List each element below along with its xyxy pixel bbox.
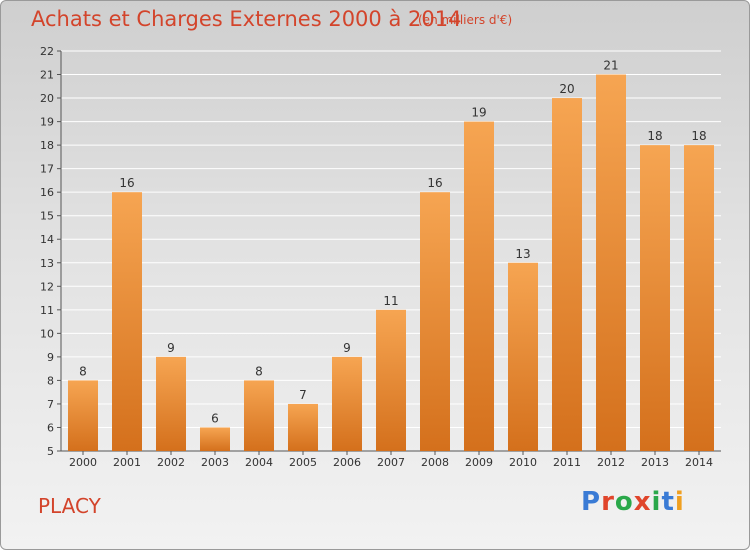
y-tick-label: 14: [40, 233, 54, 246]
bar-value-label: 11: [383, 294, 398, 308]
logo-letter: t: [661, 487, 675, 517]
x-tick-label: 2006: [333, 456, 361, 469]
bar: [332, 356, 362, 451]
x-tick-label: 2012: [597, 456, 625, 469]
x-tick-label: 2011: [553, 456, 581, 469]
bar-value-label: 16: [427, 176, 442, 190]
y-tick-label: 13: [40, 257, 54, 270]
bar-value-label: 19: [471, 106, 486, 120]
x-tick-label: 2003: [201, 456, 229, 469]
bar: [640, 145, 670, 451]
bar-value-label: 16: [119, 176, 134, 190]
proxiti-logo: Proxiti: [581, 487, 685, 517]
y-tick-label: 9: [47, 351, 54, 364]
bar: [508, 262, 538, 451]
y-tick-label: 16: [40, 186, 54, 199]
bar: [244, 380, 274, 451]
bar: [156, 356, 186, 451]
logo-letter: i: [651, 487, 662, 517]
y-tick-label: 15: [40, 210, 54, 223]
y-tick-label: 8: [47, 374, 54, 387]
y-tick-label: 19: [40, 116, 54, 129]
y-tick-label: 22: [40, 45, 54, 58]
bar: [464, 121, 494, 452]
bar: [596, 74, 626, 451]
x-tick-label: 2010: [509, 456, 537, 469]
y-tick-label: 12: [40, 280, 54, 293]
y-tick-label: 20: [40, 92, 54, 105]
bar: [68, 380, 98, 451]
bar: [288, 403, 318, 451]
bar-value-label: 20: [559, 82, 574, 96]
y-tick-label: 21: [40, 69, 54, 82]
bar: [552, 98, 582, 451]
x-tick-label: 2009: [465, 456, 493, 469]
y-tick-label: 18: [40, 139, 54, 152]
y-tick-label: 17: [40, 163, 54, 176]
chart-title: Achats et Charges Externes 2000 à 2014: [31, 7, 462, 31]
bar-value-label: 6: [211, 411, 219, 425]
logo-letter: i: [674, 487, 685, 517]
bar-value-label: 18: [691, 129, 706, 143]
bar: [112, 192, 142, 452]
y-tick-label: 10: [40, 327, 54, 340]
bar-value-label: 7: [299, 388, 307, 402]
bar-value-label: 8: [79, 364, 87, 378]
logo-letter: r: [601, 487, 615, 517]
bar-value-label: 13: [515, 247, 530, 261]
bar-value-label: 9: [343, 341, 351, 355]
x-tick-label: 2013: [641, 456, 669, 469]
bar: [684, 145, 714, 451]
y-tick-label: 7: [47, 398, 54, 411]
x-tick-label: 2014: [685, 456, 713, 469]
bar-value-label: 9: [167, 341, 175, 355]
x-tick-label: 2002: [157, 456, 185, 469]
x-tick-label: 2008: [421, 456, 449, 469]
bar-value-label: 21: [603, 59, 618, 73]
x-tick-label: 2007: [377, 456, 405, 469]
bar: [376, 309, 406, 451]
city-name: PLACY: [38, 494, 101, 518]
x-tick-label: 2004: [245, 456, 273, 469]
logo-letter: x: [633, 487, 652, 517]
bar-value-label: 18: [647, 129, 662, 143]
y-tick-label: 6: [47, 421, 54, 434]
y-tick-label: 11: [40, 304, 54, 317]
x-tick-label: 2001: [113, 456, 141, 469]
y-tick-label: 5: [47, 445, 54, 458]
bar: [420, 192, 450, 452]
bar-value-label: 8: [255, 364, 263, 378]
logo-letter: P: [581, 487, 602, 517]
bar: [200, 427, 230, 451]
logo-letter: o: [614, 487, 634, 517]
x-tick-label: 2005: [289, 456, 317, 469]
x-tick-label: 2000: [69, 456, 97, 469]
chart-subtitle: (en milliers d'€): [418, 13, 513, 27]
